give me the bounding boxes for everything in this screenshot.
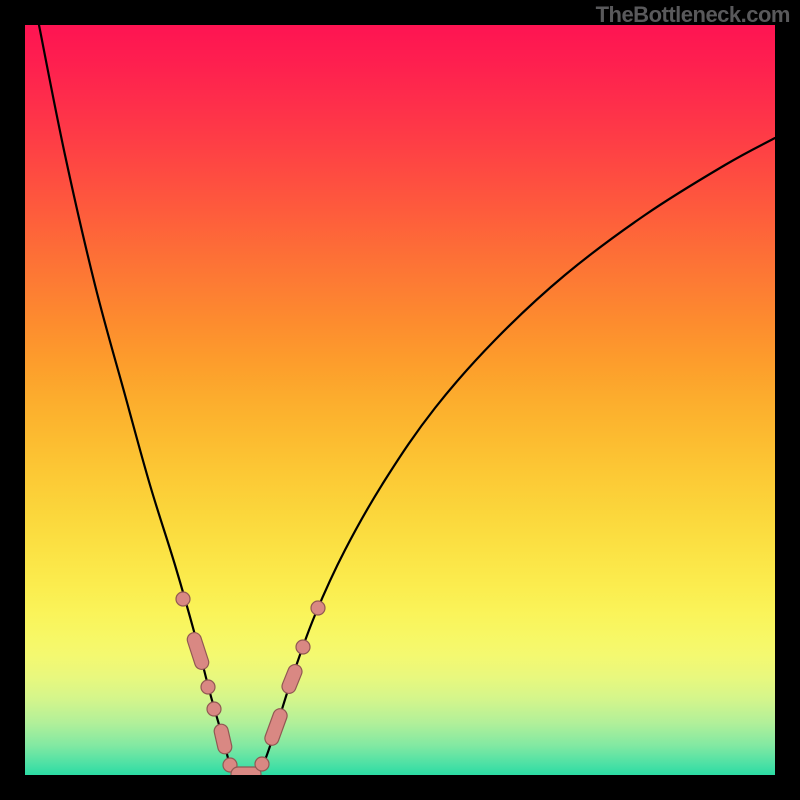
- gradient-background: [25, 25, 775, 775]
- watermark-text: TheBottleneck.com: [596, 2, 790, 28]
- marker-circle: [207, 702, 221, 716]
- marker-circle: [296, 640, 310, 654]
- plot-area: [25, 25, 775, 775]
- chart-svg: [25, 25, 775, 775]
- marker-circle: [176, 592, 190, 606]
- marker-circle: [311, 601, 325, 615]
- marker-circle: [255, 757, 269, 771]
- chart-frame: TheBottleneck.com: [0, 0, 800, 800]
- marker-circle: [201, 680, 215, 694]
